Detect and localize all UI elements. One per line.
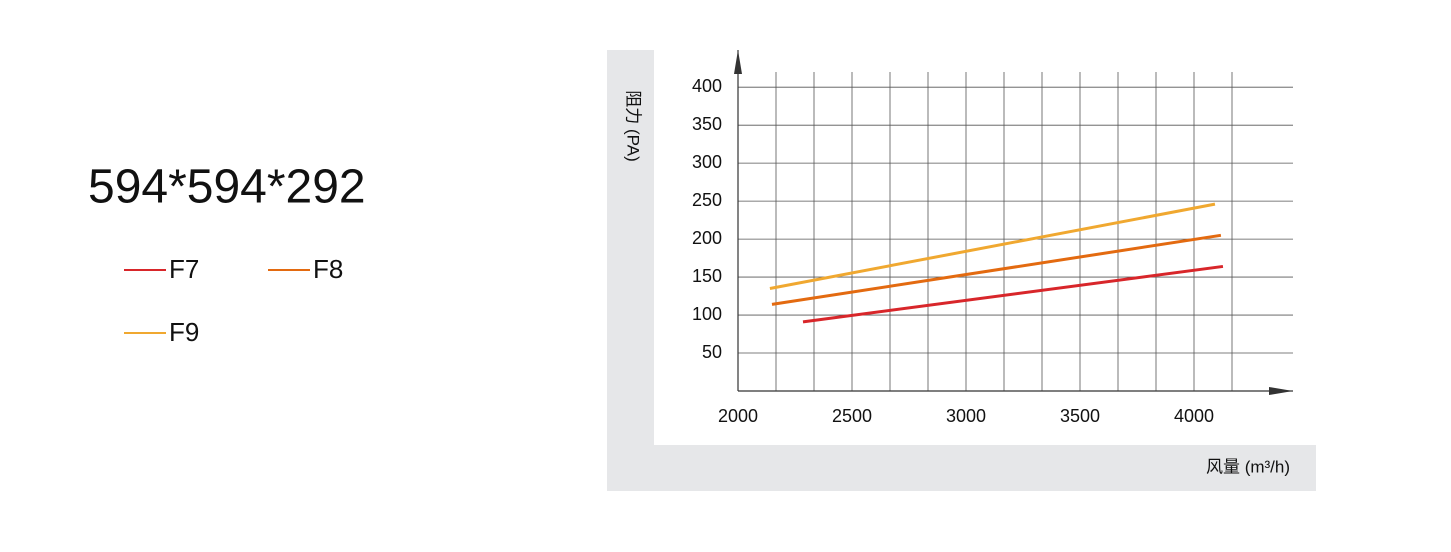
y-tick-label: 50 bbox=[702, 342, 722, 362]
y-tick-label: 350 bbox=[692, 114, 722, 134]
legend-label: F7 bbox=[169, 254, 199, 284]
x-tick-label: 3500 bbox=[1060, 406, 1100, 426]
data-line bbox=[769, 202, 1216, 290]
x-tick-label: 3000 bbox=[946, 406, 986, 426]
y-tick-label: 150 bbox=[692, 266, 722, 286]
x-axis-label: 风量 (m³/h) bbox=[1206, 457, 1290, 476]
chart-title: 594*594*292 bbox=[88, 161, 366, 214]
y-tick-label: 400 bbox=[692, 76, 722, 96]
axis-frame bbox=[607, 50, 1316, 491]
x-tick-label: 2500 bbox=[832, 406, 872, 426]
legend-label: F8 bbox=[313, 254, 343, 284]
y-tick-label: 100 bbox=[692, 304, 722, 324]
legend-label: F9 bbox=[169, 317, 199, 347]
y-tick-label: 300 bbox=[692, 152, 722, 172]
y-axis-arrow bbox=[734, 50, 742, 74]
y-tick-label: 250 bbox=[692, 190, 722, 210]
x-tick-label: 4000 bbox=[1174, 406, 1214, 426]
y-tick-label: 200 bbox=[692, 228, 722, 248]
x-axis-arrow bbox=[1269, 387, 1293, 395]
x-tick-label: 2000 bbox=[718, 406, 758, 426]
y-axis-label: 阻力 (PA) bbox=[624, 90, 643, 161]
data-line bbox=[802, 264, 1224, 324]
data-line bbox=[771, 233, 1222, 306]
